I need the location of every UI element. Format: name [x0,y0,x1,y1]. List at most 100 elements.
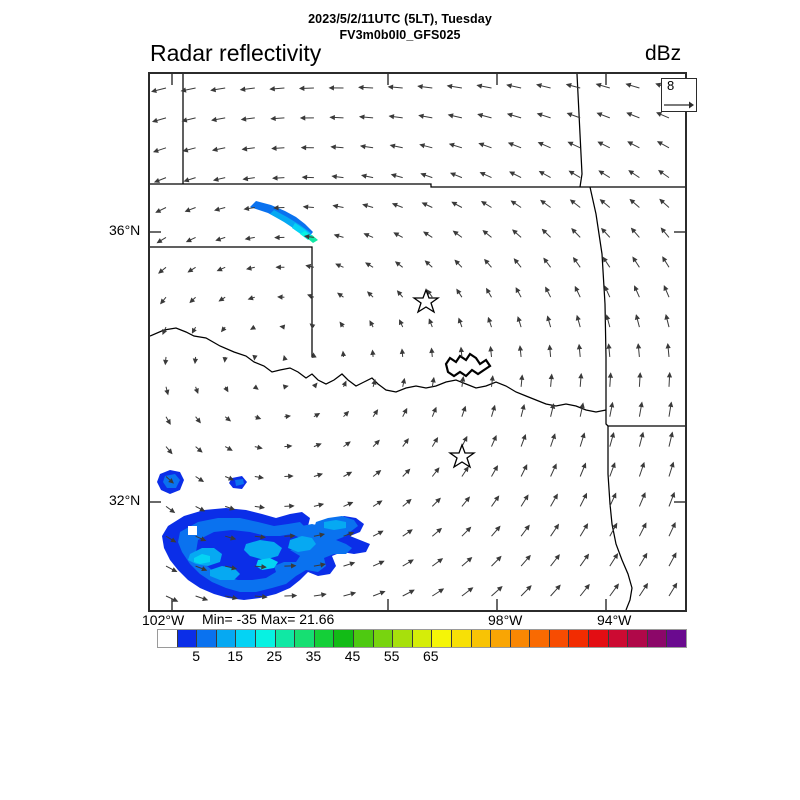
wind-vector-head [403,438,409,445]
wind-vector-head [627,141,634,147]
wind-vector-head [389,143,396,149]
colorbar-swatch [491,630,511,647]
wind-vector-head [182,147,189,153]
wind-vector-head [377,530,384,536]
wind-vector-head [428,318,434,325]
wind-vector-head [226,445,233,451]
wind-vector-head [596,112,603,118]
wind-vector-head [390,173,397,179]
wind-vector-head [423,231,429,237]
wind-vector-head [464,496,471,503]
wind-vector-head [571,228,577,234]
colorbar-tick: 45 [344,648,361,664]
wind-vector-head [303,234,310,240]
wind-vector-head [632,256,638,263]
colorbar-swatch [158,630,178,647]
echo-small-cell-ne [229,476,247,489]
wind-vector-head [340,350,347,357]
wind-vector-head [370,349,376,356]
wind-vector-head [640,492,646,499]
wind-vector-head [305,263,312,270]
wind-vector-head [420,172,427,178]
wind-vector-head [348,531,355,537]
wind-vector-head [463,466,469,473]
wind-vector-head [332,203,339,209]
wind-vector-head [365,262,372,268]
wind-vector-head [584,583,590,590]
colorbar[interactable] [157,629,687,648]
wind-vector-head [575,314,581,321]
colorbar-swatch [177,630,198,647]
wind-vector-head [438,588,445,594]
title-timestamp: 2023/5/2/11UTC (5LT), Tuesday [308,12,492,26]
colorbar-swatch [216,630,237,647]
wind-vector-head [436,527,443,534]
wind-vector-head [375,469,382,476]
wind-vector-head [165,418,171,425]
wind-vector-head [213,206,221,212]
wind-vector-head [218,296,225,302]
wind-vector-head [269,86,275,92]
wind-vector-head [162,328,168,335]
wind-vector-head [635,343,642,349]
wind-vector-head [168,478,174,484]
lon-tick-98w: 98°W [488,612,523,628]
wind-vector-head [239,86,246,92]
wind-vector-head [201,566,208,572]
wind-vector-head [270,115,276,122]
wind-vector-head [335,263,342,269]
colorbar-swatch [667,630,687,647]
wind-vector-head [347,501,354,507]
border-tx-la-sabine [607,426,633,610]
colorbar-tick: 65 [422,648,439,664]
wind-vector-head [492,465,498,472]
wind-vector-head [220,326,227,333]
wind-vector-head [457,317,463,324]
wind-vector-head [394,261,401,267]
wind-vector-head [606,343,612,349]
wind-vector-head [449,172,456,178]
wind-vector-head [553,523,560,530]
border-ks-ok [150,183,580,188]
wind-vector-head [404,468,411,475]
star-icon [447,443,477,469]
wind-vector-head [566,112,573,118]
wind-vector-head [446,83,453,90]
colorbar-swatch [373,630,394,647]
wind-vector-head [626,112,633,118]
wind-vector-head [290,533,296,539]
wind-vector-head [665,342,671,349]
wind-vector-head [629,198,636,205]
title-model-id: FV3m0b0I0_GFS025 [339,28,461,42]
wind-vector-head [545,286,551,293]
wind-vector-head [477,112,484,119]
wind-vector-head [408,589,415,595]
wind-vector-head [202,595,209,601]
wind-vector-head [199,506,206,512]
border-ok-panhandle [150,246,313,357]
lon-tick-94w: 94°W [597,612,632,628]
lat-tick-36n: 36°N [109,222,141,238]
wind-vector-head [189,297,196,304]
colorbar-tick: 55 [383,648,400,664]
axis-ticks [150,74,685,610]
wind-vector-head [642,582,649,589]
wind-vector-head [448,142,455,148]
wind-vector-head [433,437,439,443]
wind-vector-head [181,117,188,123]
wind-vector-head [376,500,383,506]
colorbar-swatch [589,630,609,647]
wind-vector-head [478,142,485,148]
wind-vector-head [670,522,676,529]
map-panel[interactable] [148,72,687,612]
colorbar-swatch [471,630,492,647]
wind-vector-head [314,413,321,419]
wind-vector-head [277,294,283,300]
wind-vector-head [668,401,674,408]
wind-vector-head [290,563,297,569]
wind-vector-head [456,288,462,295]
wind-vector-head [429,347,435,354]
wind-vector-head [288,473,294,479]
wind-vector-head [547,344,553,351]
wind-vector-head [628,170,635,176]
